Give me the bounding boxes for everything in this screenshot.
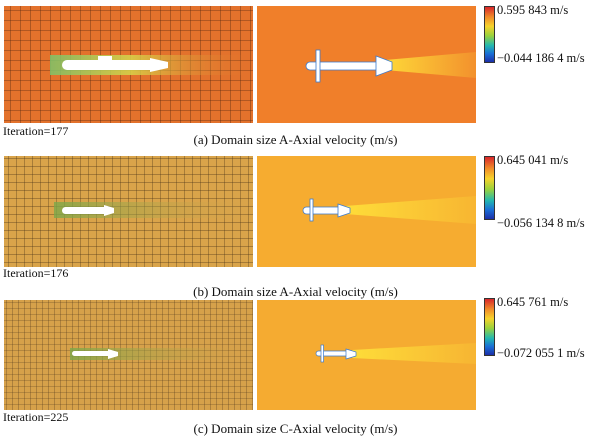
- caption-a: (a) Domain size A-Axial velocity (m/s): [193, 132, 398, 147]
- scale-max-a: 0.595 843 m/s: [497, 3, 569, 17]
- body-silhouette-a-right: [305, 49, 393, 83]
- iteration-label-c: Iteration=225: [3, 410, 69, 424]
- body-silhouette-b-right: [302, 198, 351, 222]
- iteration-label-b: Iteration=176: [3, 266, 69, 280]
- figure-panel-b: 0.645 041 m/s −0.056 134 8 m/s Iteration…: [0, 150, 591, 280]
- body-silhouette-b-left: [62, 205, 114, 216]
- figure-panel-c: 0.645 761 m/s −0.072 055 1 m/s Iteration…: [0, 296, 591, 426]
- caption-b: (b) Domain size A-Axial velocity (m/s): [193, 284, 398, 299]
- body-silhouette-c-right: [315, 344, 357, 363]
- body-silhouette-a-left: [62, 56, 168, 72]
- scale-min-c: −0.072 055 1 m/s: [497, 346, 585, 360]
- scale-max-c: 0.645 761 m/s: [497, 295, 569, 309]
- scale-min-b: −0.056 134 8 m/s: [497, 216, 585, 230]
- body-silhouette-c-left: [72, 349, 118, 359]
- scale-max-b: 0.645 041 m/s: [497, 153, 569, 167]
- color-scale-c: [484, 298, 495, 356]
- simulation-images-c: [4, 300, 476, 410]
- color-scale-a: [484, 6, 495, 63]
- simulation-images-b: [4, 156, 476, 267]
- scale-min-a: −0.044 186 4 m/s: [497, 51, 585, 65]
- color-scale-b: [484, 156, 495, 220]
- simulation-images-a: [4, 6, 476, 123]
- caption-c: (c) Domain size C-Axial velocity (m/s): [193, 421, 398, 436]
- iteration-label-a: Iteration=177: [3, 124, 69, 138]
- figure-panel-a: 0.595 843 m/s −0.044 186 4 m/s Iteration…: [0, 0, 591, 138]
